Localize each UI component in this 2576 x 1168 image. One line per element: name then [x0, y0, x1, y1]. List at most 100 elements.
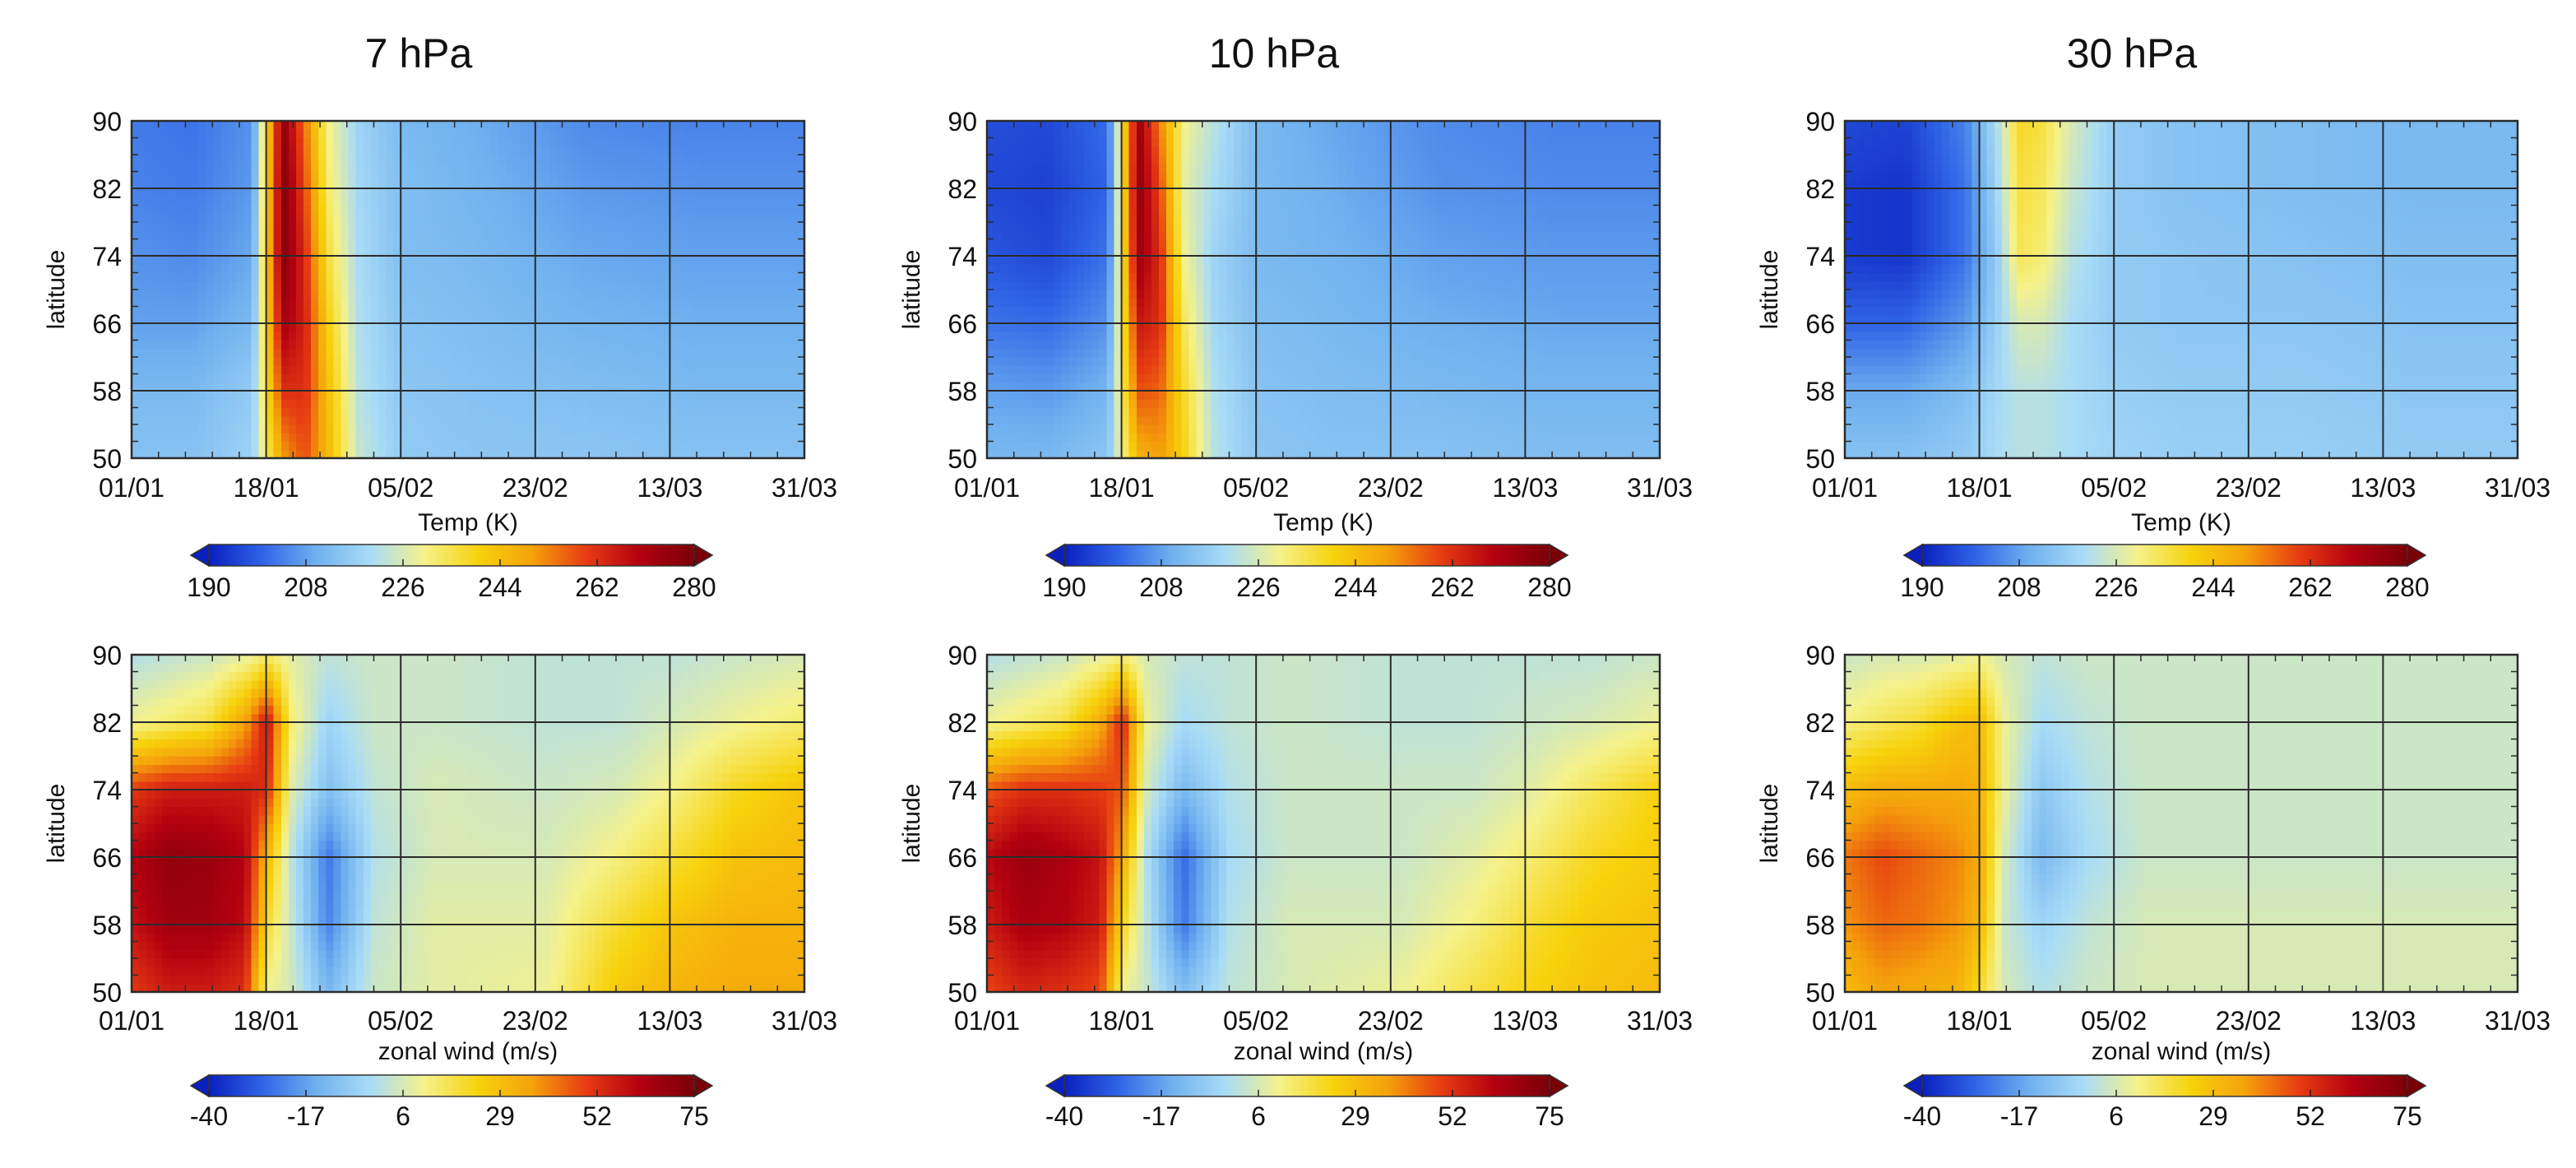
heatmap-cell — [669, 172, 678, 181]
heatmap-cell — [177, 331, 185, 341]
heatmap-cell — [775, 290, 783, 299]
heatmap-cell — [289, 365, 297, 374]
heatmap-cell — [401, 331, 409, 341]
heatmap-cell — [206, 382, 215, 392]
heatmap-cell — [535, 248, 544, 257]
heatmap-cell — [296, 408, 304, 417]
heatmap-cell — [243, 239, 252, 248]
heatmap-cell — [146, 416, 155, 425]
heatmap-cell — [192, 239, 200, 248]
heatmap-cell — [715, 180, 723, 189]
heatmap-cell — [558, 155, 566, 164]
heatmap-cell — [229, 188, 237, 197]
heatmap-cell — [243, 129, 252, 138]
heatmap-cell — [693, 433, 701, 442]
heatmap-cell — [446, 197, 454, 206]
heatmap-cell — [752, 331, 760, 341]
heatmap-cell — [655, 121, 663, 130]
heatmap-cell — [647, 155, 656, 164]
heatmap-cell — [169, 281, 177, 290]
heatmap-cell — [274, 256, 282, 265]
heatmap-cell — [565, 273, 573, 282]
heatmap-cell — [722, 281, 730, 290]
heatmap-cell — [580, 323, 588, 332]
heatmap-cell — [431, 307, 439, 316]
heatmap-cell — [146, 129, 155, 138]
heatmap-cell — [707, 222, 716, 231]
heatmap-cell — [266, 121, 275, 130]
heatmap-cell — [139, 214, 147, 223]
heatmap-cell — [700, 442, 708, 451]
heatmap-cell — [618, 290, 626, 299]
heatmap-cell — [632, 222, 641, 231]
heatmap-cell — [669, 298, 678, 307]
heatmap-cell — [423, 180, 431, 189]
heatmap-cell — [303, 290, 312, 299]
heatmap-cell — [505, 163, 513, 172]
heatmap-cell — [289, 172, 297, 181]
heatmap-cell — [415, 416, 424, 425]
heatmap-cell — [243, 391, 252, 400]
heatmap-cell — [521, 298, 529, 307]
heatmap-cell — [438, 365, 447, 374]
heatmap-cell — [655, 365, 663, 374]
heatmap-cell — [132, 281, 140, 290]
heatmap-cell — [595, 214, 604, 223]
heatmap-cell — [318, 239, 327, 248]
heatmap-cell — [535, 307, 544, 316]
heatmap-cell — [603, 222, 611, 231]
heatmap-cell — [610, 188, 619, 197]
heatmap-cell — [707, 349, 716, 358]
heatmap-cell — [161, 163, 169, 172]
heatmap-cell — [565, 341, 573, 350]
heatmap-cell — [274, 323, 282, 332]
heatmap-cell — [251, 365, 259, 374]
heatmap-cell — [132, 357, 140, 366]
heatmap-cell — [296, 264, 304, 273]
heatmap-cell — [572, 138, 581, 147]
heatmap-cell — [461, 155, 469, 164]
heatmap-cell — [274, 341, 282, 350]
heatmap-cell — [782, 163, 790, 172]
heatmap-cell — [311, 357, 319, 366]
heatmap-cell — [251, 180, 259, 189]
heatmap-cell — [647, 264, 656, 273]
heatmap-cell — [266, 298, 275, 307]
heatmap-cell — [281, 222, 290, 231]
heatmap-cell — [767, 391, 776, 400]
heatmap-cell — [236, 399, 244, 408]
heatmap-cell — [782, 442, 790, 451]
heatmap-cell — [655, 155, 663, 164]
heatmap-cell — [177, 290, 185, 299]
heatmap-cell — [356, 248, 364, 257]
heatmap-cell — [378, 341, 387, 350]
heatmap-cell — [565, 349, 573, 358]
heatmap-cell — [707, 433, 716, 442]
heatmap-cell — [326, 281, 334, 290]
heatmap-cell — [752, 382, 760, 392]
heatmap-cell — [349, 180, 357, 189]
heatmap-cell — [595, 256, 604, 265]
heatmap-cell — [587, 163, 595, 172]
heatmap-cell — [326, 341, 334, 350]
heatmap-cell — [446, 248, 454, 257]
heatmap-cell — [595, 264, 604, 273]
heatmap-cell — [669, 214, 678, 223]
heatmap-cell — [767, 155, 776, 164]
heatmap-cell — [535, 442, 544, 451]
heatmap-cell — [730, 129, 738, 138]
heatmap-cell — [132, 382, 140, 392]
heatmap-cell — [737, 424, 745, 433]
heatmap-cell — [364, 290, 372, 299]
heatmap-cell — [625, 315, 633, 324]
heatmap-cell — [669, 382, 678, 392]
heatmap-cell — [565, 264, 573, 273]
heatmap-cell — [274, 408, 282, 417]
heatmap-cell — [715, 315, 723, 324]
heatmap-cell — [707, 214, 716, 223]
heatmap-cell — [446, 206, 454, 215]
heatmap-cell — [610, 416, 619, 425]
heatmap-cell — [610, 323, 619, 332]
heatmap-cell — [356, 298, 364, 307]
heatmap-cell — [513, 248, 521, 257]
